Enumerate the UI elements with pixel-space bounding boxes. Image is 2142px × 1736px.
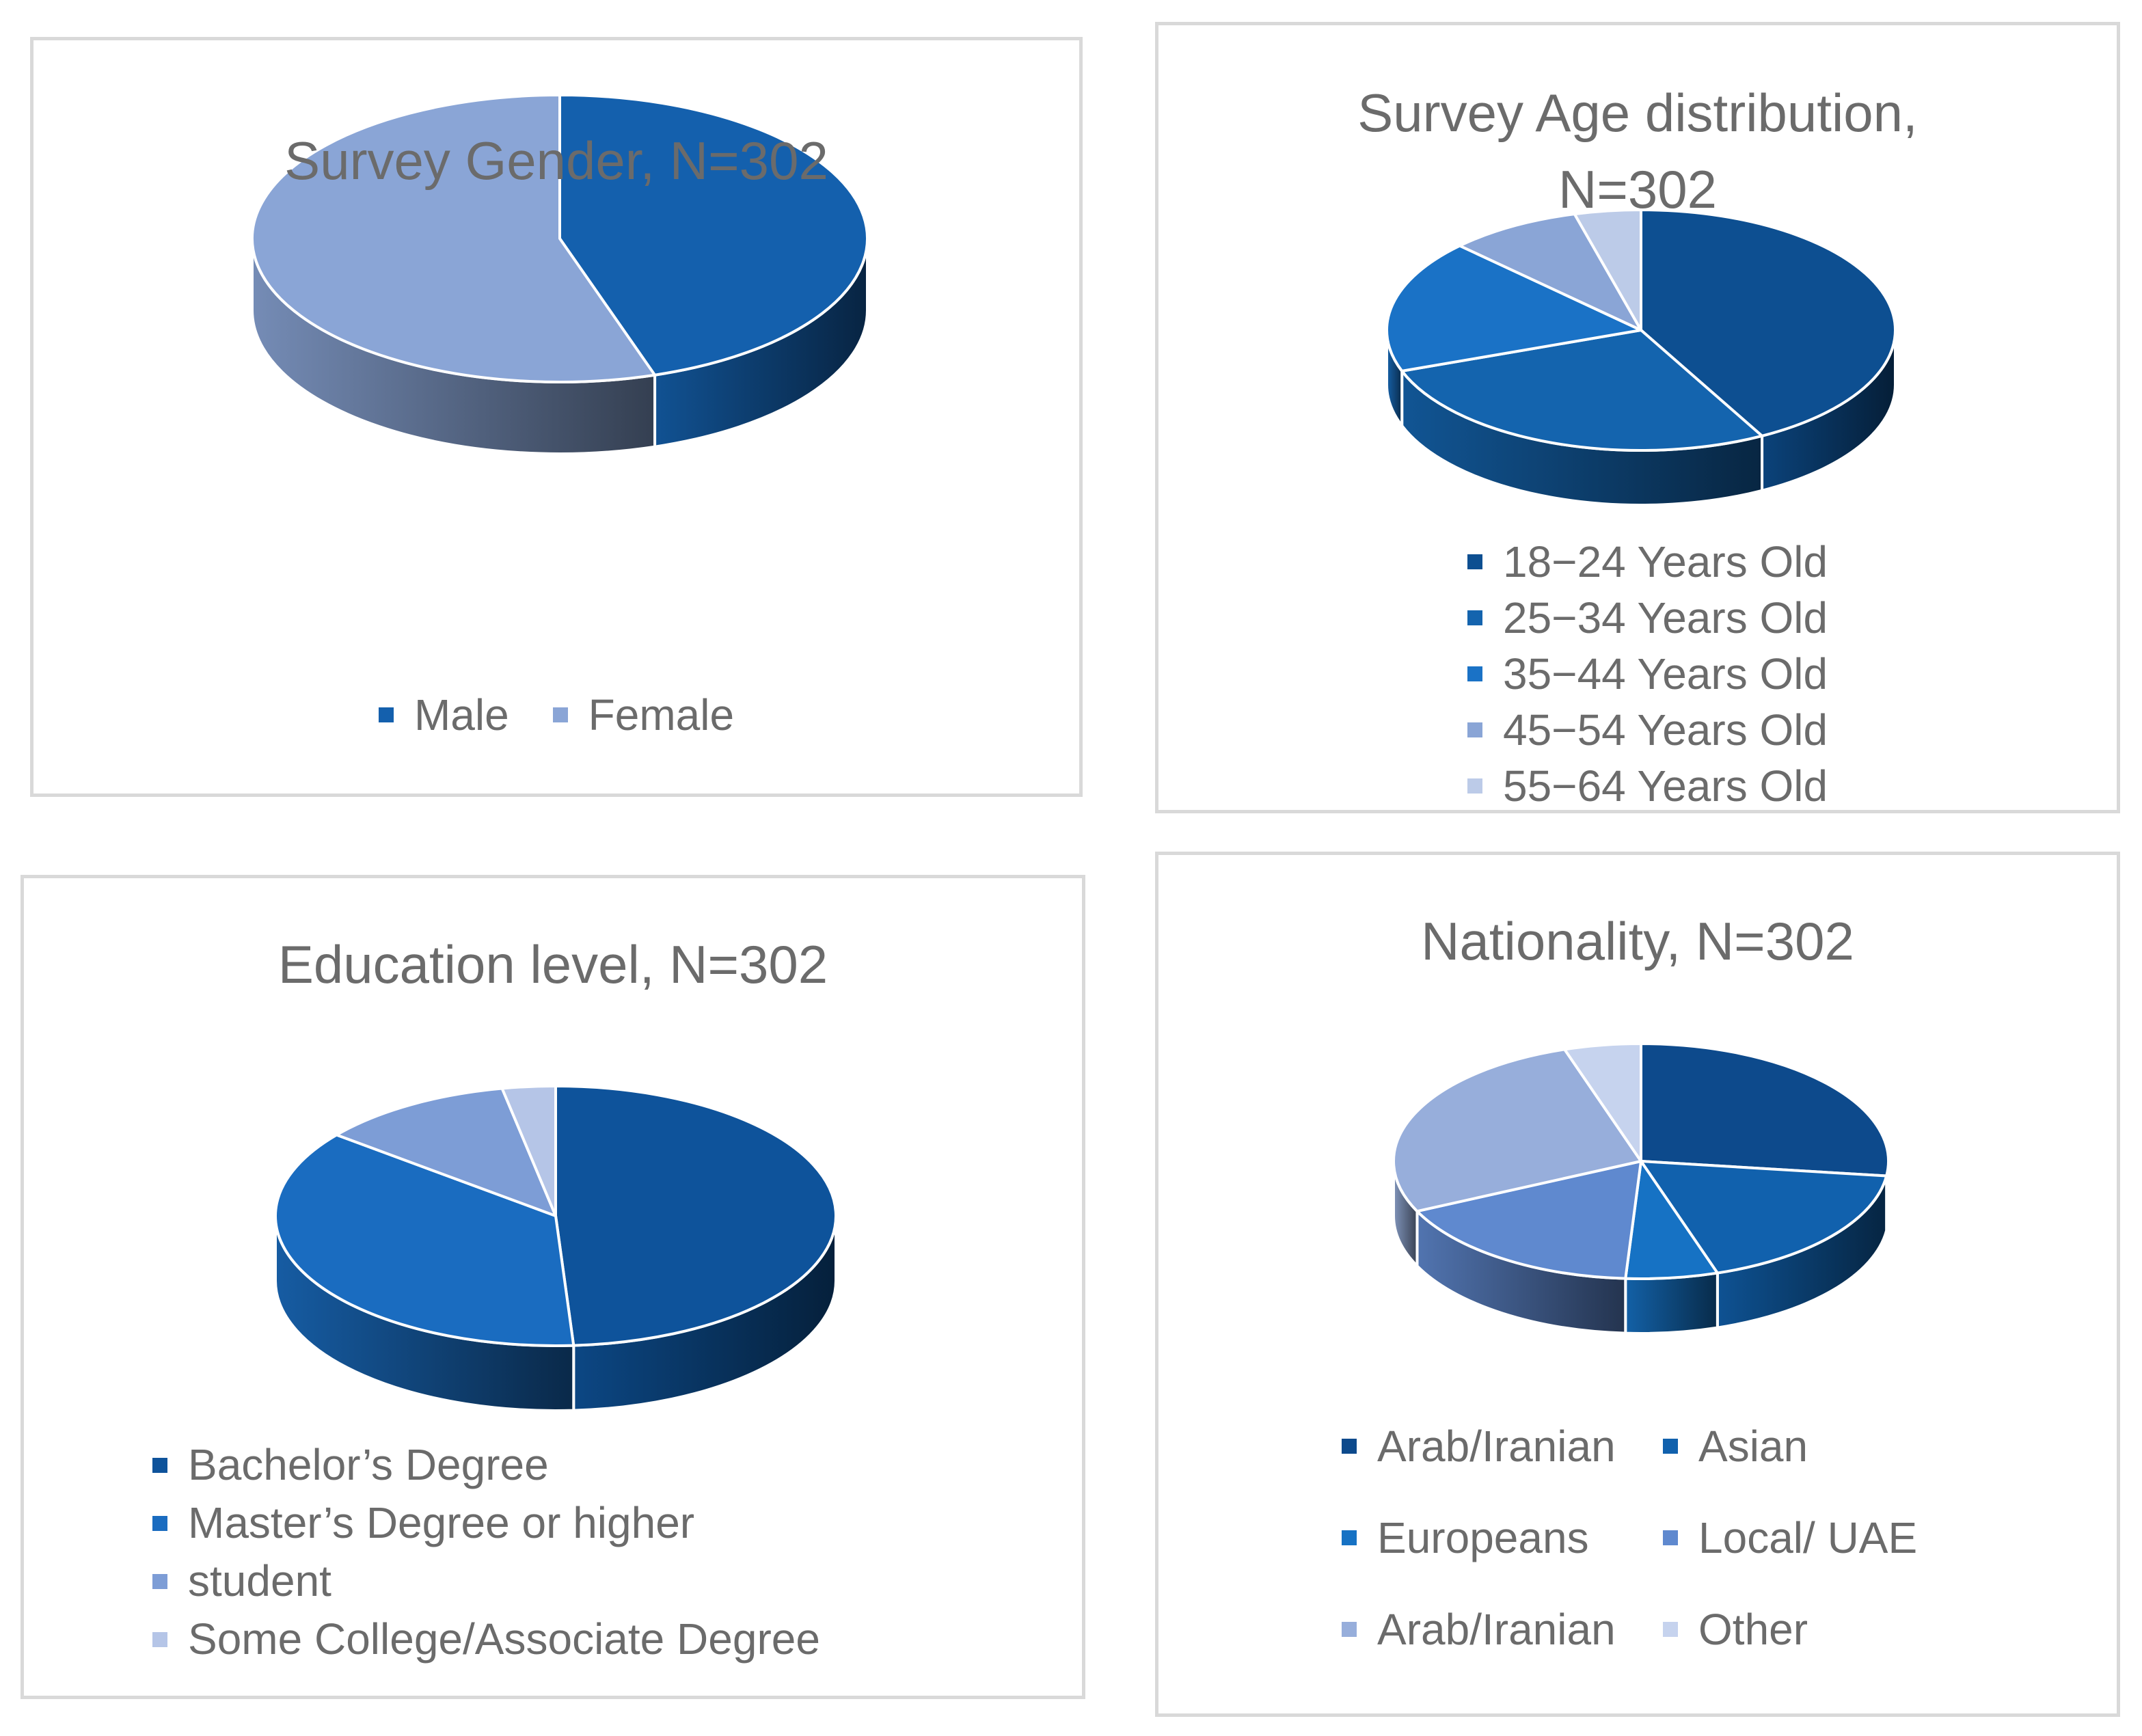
legend-swatch xyxy=(552,707,568,722)
legend-item-student: student xyxy=(152,1552,820,1610)
legend-label: 55−64 Years Old xyxy=(1503,761,1828,811)
legend-label: Master’s Degree or higher xyxy=(188,1498,695,1547)
legend-item-55-64: 55−64 Years Old xyxy=(1467,758,1828,814)
legend-item-europeans: Europeans xyxy=(1342,1513,1663,1563)
legend-swatch xyxy=(1342,1530,1357,1545)
pie-slice-35-44-years-old-2 xyxy=(1385,244,1642,372)
pie-slice-arab-iranian-0 xyxy=(1640,1042,1890,1178)
legend-label: Arab/Iranian xyxy=(1377,1422,1616,1471)
education-legend: Bachelor’s Degree Master’s Degree or hig… xyxy=(152,1436,820,1668)
education-pie xyxy=(274,1085,837,1412)
gender-chart-title: Survey Gender, N=302 xyxy=(284,131,828,191)
legend-swatch xyxy=(1342,1439,1357,1454)
legend-swatch xyxy=(1467,778,1482,794)
legend-label: student xyxy=(188,1556,331,1605)
pie-slice-bachelor-s-degree-0 xyxy=(554,1085,837,1347)
legend-item-18-24: 18−24 Years Old xyxy=(1467,534,1828,590)
legend-swatch xyxy=(1467,610,1482,625)
legend-swatch xyxy=(1467,554,1482,569)
pie-slice-45-54-years-old-3 xyxy=(1458,213,1642,331)
legend-item-some-college: Some College/Associate Degree xyxy=(152,1610,820,1668)
age-chart-title: Survey Age distribution, N=302 xyxy=(1357,83,1918,219)
legend-swatch xyxy=(152,1457,167,1473)
legend-swatch xyxy=(152,1515,167,1531)
legend-item-bachelors: Bachelor’s Degree xyxy=(152,1436,820,1494)
pie-slice-some-college-associate-degree-3 xyxy=(500,1085,557,1217)
pie-slice-18-24-years-old-0 xyxy=(1640,208,1897,437)
legend-label: Europeans xyxy=(1377,1513,1589,1562)
nationality-legend: Arab/Iranian Asian Europeans Local/ UAE … xyxy=(1342,1421,1923,1655)
legend-item-female: Female xyxy=(552,690,735,740)
legend-item-other: Other xyxy=(1663,1604,1923,1655)
pie-slice-arab-iranian-4 xyxy=(1392,1048,1642,1213)
education-chart-panel: Education level, N=302 Bachelor’s Degree… xyxy=(21,875,1085,1699)
gender-pie xyxy=(251,94,869,456)
nationality-chart-title: Nationality, N=302 xyxy=(1421,911,1854,971)
education-chart-title: Education level, N=302 xyxy=(277,934,828,994)
legend-swatch xyxy=(152,1631,167,1647)
pie-slice-local-uae-3 xyxy=(1415,1160,1642,1280)
legend-swatch xyxy=(1342,1622,1357,1637)
pie-slice-55-64-years-old-4 xyxy=(1573,208,1642,331)
legend-item-45-54: 45−54 Years Old xyxy=(1467,702,1828,758)
legend-swatch xyxy=(378,707,394,722)
legend-swatch xyxy=(1663,1622,1678,1637)
pie-slice-asian-1 xyxy=(1640,1160,1888,1275)
pie-slice-25-34-years-old-1 xyxy=(1400,329,1764,452)
legend-label: Arab/Iranian xyxy=(1377,1605,1616,1654)
pie-slice-student-2 xyxy=(335,1087,557,1217)
gender-legend: Male Female xyxy=(33,690,1079,740)
legend-item-asian: Asian xyxy=(1663,1421,1923,1471)
legend-label: Female xyxy=(588,690,735,740)
legend-label: 35−44 Years Old xyxy=(1503,649,1828,699)
nationality-chart-panel: Nationality, N=302 Arab/Iranian Asian Eu… xyxy=(1155,852,2120,1717)
legend-swatch xyxy=(1663,1439,1678,1454)
legend-label: Some College/Associate Degree xyxy=(188,1614,820,1664)
pie-slice-other-5 xyxy=(1563,1042,1642,1163)
legend-label: Asian xyxy=(1698,1422,1808,1471)
pie-slice-master-s-degree-or-higher-1 xyxy=(274,1133,575,1347)
legend-label: 18−24 Years Old xyxy=(1503,537,1828,586)
legend-label: Local/ UAE xyxy=(1698,1513,1918,1562)
legend-swatch xyxy=(1467,722,1482,737)
legend-item-local-uae: Local/ UAE xyxy=(1663,1513,1923,1563)
legend-label: Male xyxy=(414,690,509,740)
legend-item-25-34: 25−34 Years Old xyxy=(1467,590,1828,646)
legend-item-35-44: 35−44 Years Old xyxy=(1467,646,1828,702)
legend-label: 45−54 Years Old xyxy=(1503,705,1828,755)
legend-label: Other xyxy=(1698,1605,1808,1654)
pie-side-europeans-2 xyxy=(1624,1271,1719,1335)
age-chart-panel: Survey Age distribution, N=302 18−24 Yea… xyxy=(1155,22,2120,813)
legend-swatch xyxy=(1663,1530,1678,1545)
pie-slice-female-1 xyxy=(251,94,657,383)
gender-chart-panel: Survey Gender, N=302 Male Female xyxy=(30,37,1083,797)
pie-slice-male-0 xyxy=(558,94,869,377)
legend-swatch xyxy=(1467,666,1482,681)
legend-label: 25−34 Years Old xyxy=(1503,593,1828,642)
legend-item-male: Male xyxy=(378,690,509,740)
legend-item-arab-iranian: Arab/Iranian xyxy=(1342,1421,1663,1471)
legend-item-arab-iranian-2: Arab/Iranian xyxy=(1342,1604,1663,1655)
legend-label: Bachelor’s Degree xyxy=(188,1440,549,1489)
age-pie xyxy=(1385,208,1897,506)
pie-slice-europeans-2 xyxy=(1624,1160,1719,1280)
nationality-pie xyxy=(1392,1042,1890,1335)
age-legend: 18−24 Years Old 25−34 Years Old 35−44 Ye… xyxy=(1467,534,1828,814)
legend-swatch xyxy=(152,1573,167,1589)
legend-item-masters: Master’s Degree or higher xyxy=(152,1494,820,1552)
